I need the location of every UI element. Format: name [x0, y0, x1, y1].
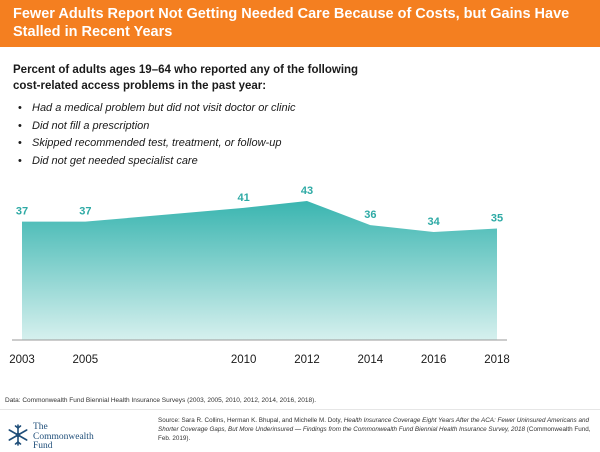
- criteria-item: Skipped recommended test, treatment, or …: [18, 135, 296, 153]
- x-tick-label: 2016: [421, 354, 447, 366]
- x-tick-label: 2010: [231, 354, 257, 366]
- data-label: 37: [16, 206, 28, 218]
- x-tick-label: 2014: [358, 354, 384, 366]
- x-tick-label: 2005: [73, 354, 99, 366]
- data-label: 35: [491, 213, 503, 225]
- criteria-item: Did not fill a prescription: [18, 118, 296, 136]
- snowflake-icon: [8, 424, 28, 446]
- x-tick-label: 2003: [9, 354, 35, 366]
- chart-subtitle: Percent of adults ages 19–64 who reporte…: [13, 64, 359, 92]
- title-bar: Fewer Adults Report Not Getting Needed C…: [0, 0, 600, 47]
- data-label: 41: [238, 192, 250, 204]
- slide-title: Fewer Adults Report Not Getting Needed C…: [13, 6, 570, 40]
- data-label: 34: [428, 216, 441, 228]
- criteria-list: Had a medical problem but did not visit …: [18, 100, 296, 170]
- x-tick-label: 2018: [484, 354, 510, 366]
- area-chart: 37 2003 37 2005 41 2010 43 2012 36 2014 34 2016 35 20…: [9, 185, 510, 366]
- source-title: Health Insurance Coverage Eight Years Af…: [158, 417, 589, 433]
- data-label: 37: [79, 206, 91, 218]
- criteria-item: Did not get needed specialist care: [18, 153, 296, 171]
- data-label: 43: [301, 185, 313, 197]
- data-note: Data: Commonwealth Fund Biennial Health …: [5, 397, 317, 404]
- logo-wordmark: The Commonwealth Fund: [33, 422, 94, 451]
- area-series: [22, 201, 497, 340]
- criteria-item: Had a medical problem but did not visit …: [18, 100, 296, 118]
- x-tick-label: 2012: [294, 354, 320, 366]
- source-citation: Source: Sara R. Collins, Herman K. Bhupa…: [158, 417, 591, 442]
- data-label: 36: [364, 209, 376, 221]
- commonwealth-fund-logo: The Commonwealth Fund: [6, 422, 116, 451]
- footer: The Commonwealth Fund Source: Sara R. Co…: [0, 409, 600, 451]
